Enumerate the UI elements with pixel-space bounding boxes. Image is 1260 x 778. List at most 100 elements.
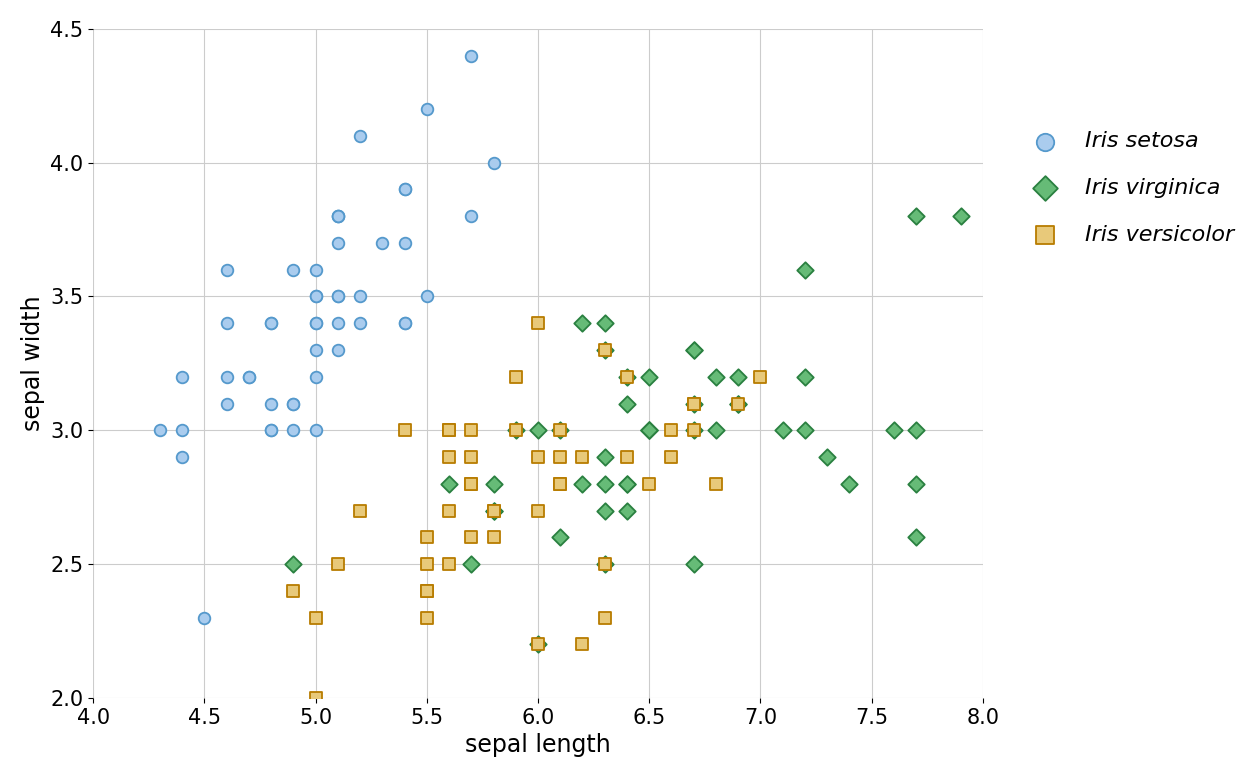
Iris versicolor bbox=[484, 504, 504, 517]
Iris setosa bbox=[284, 398, 304, 410]
Iris versicolor bbox=[505, 424, 525, 436]
Iris setosa bbox=[328, 210, 348, 223]
Iris virginica bbox=[839, 478, 859, 490]
Iris virginica bbox=[728, 398, 748, 410]
Iris virginica bbox=[438, 478, 459, 490]
Iris setosa bbox=[328, 210, 348, 223]
X-axis label: sepal length: sepal length bbox=[465, 733, 611, 757]
Iris versicolor bbox=[438, 504, 459, 517]
Iris versicolor bbox=[551, 424, 571, 436]
Iris virginica bbox=[795, 264, 815, 276]
Iris setosa bbox=[461, 210, 481, 223]
Iris setosa bbox=[350, 130, 370, 142]
Iris versicolor bbox=[461, 478, 481, 490]
Iris virginica bbox=[706, 370, 726, 383]
Iris setosa bbox=[394, 317, 415, 329]
Iris virginica bbox=[639, 370, 659, 383]
Iris virginica bbox=[639, 424, 659, 436]
Iris setosa bbox=[484, 156, 504, 169]
Iris setosa bbox=[394, 183, 415, 195]
Iris setosa bbox=[328, 290, 348, 303]
Iris setosa bbox=[194, 612, 214, 624]
Iris virginica bbox=[551, 531, 571, 544]
Iris versicolor bbox=[595, 558, 615, 570]
Iris versicolor bbox=[438, 558, 459, 570]
Iris virginica bbox=[528, 424, 548, 436]
Iris versicolor bbox=[284, 584, 304, 597]
Iris versicolor bbox=[417, 584, 437, 597]
Iris versicolor bbox=[305, 612, 325, 624]
Iris versicolor bbox=[572, 450, 592, 463]
Iris setosa bbox=[417, 290, 437, 303]
Iris setosa bbox=[173, 424, 193, 436]
Iris virginica bbox=[795, 424, 815, 436]
Iris versicolor bbox=[417, 584, 437, 597]
Iris virginica bbox=[816, 450, 837, 463]
Iris setosa bbox=[261, 317, 281, 329]
Iris virginica bbox=[906, 210, 926, 223]
Iris virginica bbox=[639, 424, 659, 436]
Iris virginica bbox=[684, 424, 704, 436]
Iris virginica bbox=[595, 478, 615, 490]
Iris setosa bbox=[217, 317, 237, 329]
Iris setosa bbox=[284, 424, 304, 436]
Iris versicolor bbox=[572, 638, 592, 650]
Iris setosa bbox=[239, 370, 260, 383]
Iris versicolor bbox=[461, 531, 481, 544]
Iris versicolor bbox=[394, 424, 415, 436]
Iris setosa bbox=[461, 49, 481, 61]
Iris versicolor bbox=[528, 504, 548, 517]
Iris setosa bbox=[350, 317, 370, 329]
Iris setosa bbox=[305, 424, 325, 436]
Iris setosa bbox=[217, 370, 237, 383]
Iris versicolor bbox=[750, 370, 770, 383]
Iris setosa bbox=[305, 290, 325, 303]
Iris virginica bbox=[706, 424, 726, 436]
Iris versicolor bbox=[438, 450, 459, 463]
Iris virginica bbox=[906, 531, 926, 544]
Iris virginica bbox=[684, 398, 704, 410]
Iris setosa bbox=[394, 237, 415, 249]
Iris versicolor bbox=[551, 478, 571, 490]
Iris setosa bbox=[261, 424, 281, 436]
Iris virginica bbox=[684, 344, 704, 356]
Iris setosa bbox=[328, 344, 348, 356]
Iris versicolor bbox=[684, 424, 704, 436]
Iris setosa bbox=[305, 290, 325, 303]
Iris virginica bbox=[595, 344, 615, 356]
Iris virginica bbox=[617, 398, 638, 410]
Iris setosa bbox=[284, 264, 304, 276]
Iris virginica bbox=[528, 638, 548, 650]
Iris setosa bbox=[261, 424, 281, 436]
Iris virginica bbox=[906, 478, 926, 490]
Legend: Iris setosa, Iris virginica, Iris versicolor: Iris setosa, Iris virginica, Iris versic… bbox=[1012, 121, 1245, 256]
Iris virginica bbox=[484, 478, 504, 490]
Iris setosa bbox=[305, 317, 325, 329]
Iris setosa bbox=[328, 237, 348, 249]
Iris virginica bbox=[950, 210, 970, 223]
Iris virginica bbox=[572, 478, 592, 490]
Iris virginica bbox=[617, 478, 638, 490]
Iris virginica bbox=[906, 424, 926, 436]
Iris versicolor bbox=[461, 478, 481, 490]
Iris virginica bbox=[595, 450, 615, 463]
Iris virginica bbox=[617, 370, 638, 383]
Iris versicolor bbox=[484, 504, 504, 517]
Iris setosa bbox=[284, 398, 304, 410]
Iris versicolor bbox=[350, 504, 370, 517]
Iris virginica bbox=[772, 424, 793, 436]
Iris setosa bbox=[217, 398, 237, 410]
Iris versicolor bbox=[305, 692, 325, 704]
Iris setosa bbox=[261, 317, 281, 329]
Iris virginica bbox=[617, 504, 638, 517]
Iris virginica bbox=[684, 344, 704, 356]
Iris setosa bbox=[305, 317, 325, 329]
Iris virginica bbox=[284, 558, 304, 570]
Iris setosa bbox=[305, 264, 325, 276]
Iris setosa bbox=[328, 290, 348, 303]
Iris virginica bbox=[728, 398, 748, 410]
Iris versicolor bbox=[328, 558, 348, 570]
Iris virginica bbox=[639, 424, 659, 436]
Iris versicolor bbox=[595, 344, 615, 356]
Iris setosa bbox=[261, 398, 281, 410]
